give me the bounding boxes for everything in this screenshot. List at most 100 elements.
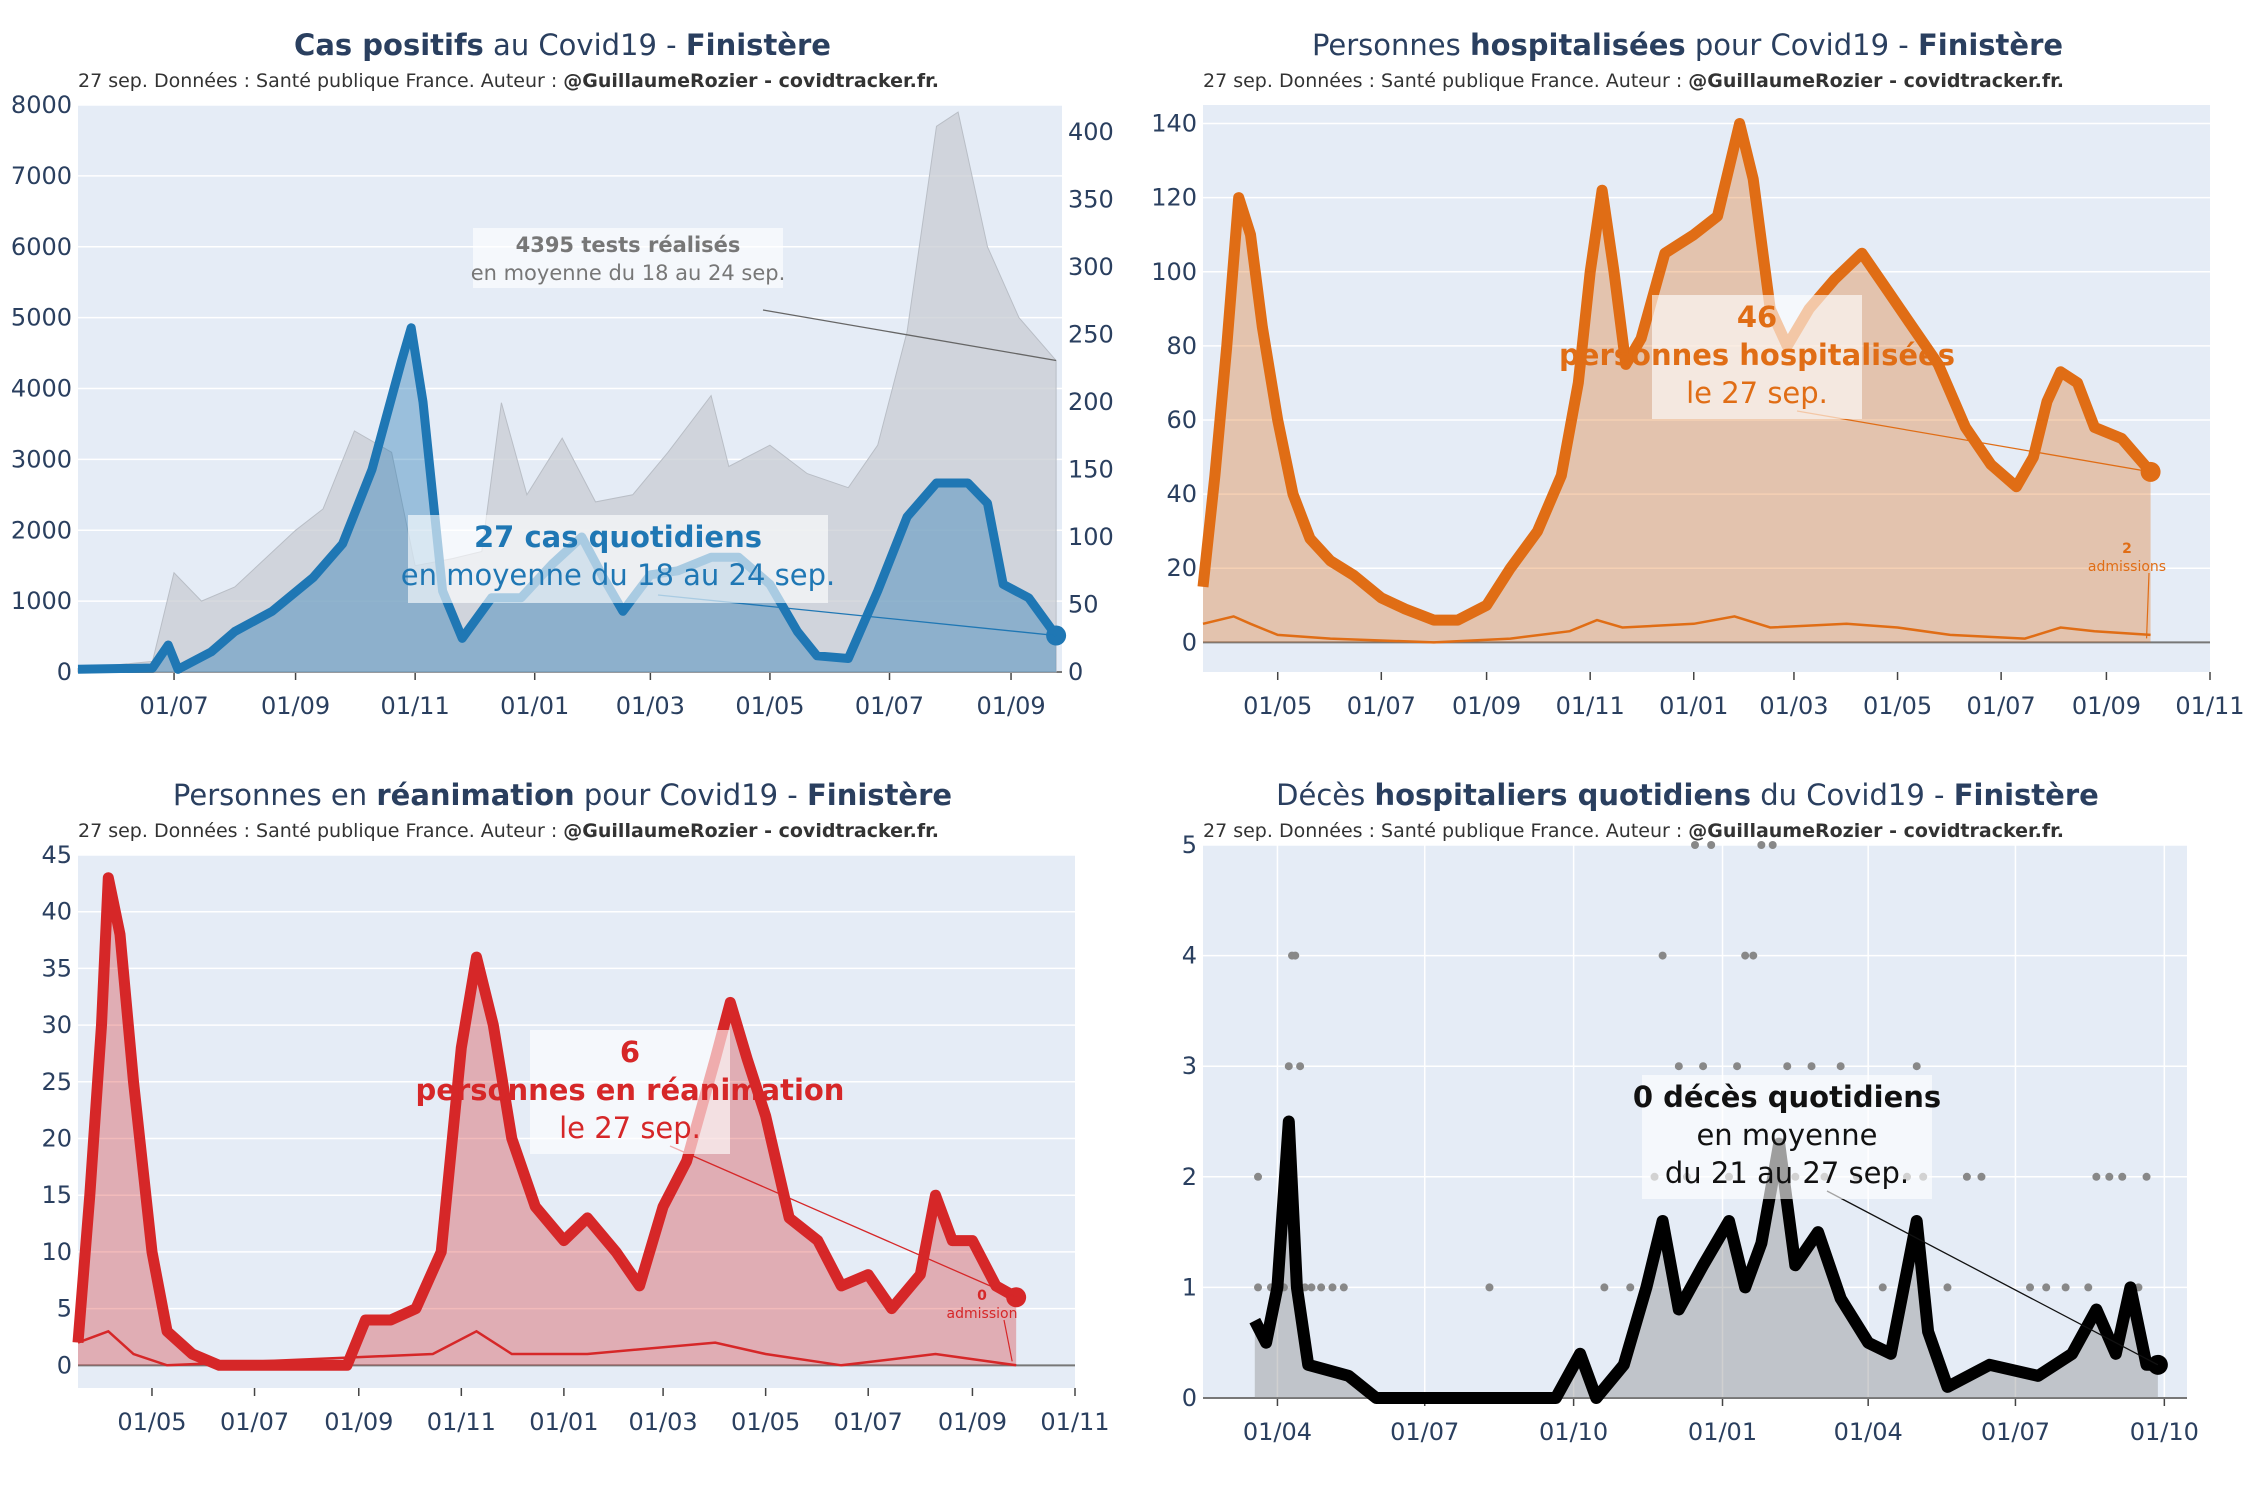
y-tick-label: 20 <box>41 1125 72 1153</box>
y-tick-label: 10 <box>41 1238 72 1266</box>
y-tick-label: 3000 <box>11 445 72 473</box>
series-line <box>1197 118 2155 626</box>
y-tick-label: 6000 <box>11 233 72 261</box>
annotation2-box <box>473 228 783 288</box>
scatter-point <box>1658 951 1667 960</box>
y-tick-label: 20 <box>1166 554 1197 582</box>
admissions-line <box>77 1329 1017 1367</box>
scatter-point <box>1733 1062 1742 1071</box>
series-line <box>72 872 1019 1371</box>
chart-svg: 0 1000 2000 3000 4000 5000 6000 7000 8000 0 50 100 1… <box>11 91 1114 720</box>
scatter-point <box>1328 1283 1337 1292</box>
y-tick-label: 2 <box>1182 1163 1197 1191</box>
scatter-point <box>1691 841 1699 849</box>
x-tick-label: 01/01 <box>529 1408 598 1436</box>
annotation2-arrow <box>2145 572 2150 639</box>
y2-tick-label: 200 <box>1068 388 1114 416</box>
scatter-point <box>1600 1283 1609 1292</box>
admissions-line <box>1202 615 2151 644</box>
annotation2-title: 4395 tests réalisés <box>516 233 741 257</box>
x-tick-label: 01/07 <box>1981 1418 2050 1446</box>
chart-panel-cas-positifs: Cas positifs au Covid19 - Finistère 27 s… <box>0 0 1125 750</box>
scatter-point <box>1674 1062 1683 1071</box>
scatter-point <box>2042 1283 2051 1292</box>
y-tick-label: 100 <box>1151 258 1197 286</box>
chart-panel-deces: Décès hospitaliers quotidiens du Covid19… <box>1125 750 2250 1500</box>
scatter-point <box>2084 1283 2093 1292</box>
chart-subtitle: 27 sep. Données : Santé publique France.… <box>1203 70 2065 92</box>
y2-tick-label: 250 <box>1068 321 1114 349</box>
scatter-point <box>1943 1283 1952 1292</box>
scatter-point <box>1284 1062 1293 1071</box>
x-tick-label: 01/07 <box>1390 1418 1459 1446</box>
x-tick-label: 01/05 <box>1863 692 1932 720</box>
y-tick-label: 1 <box>1182 1273 1197 1301</box>
scatter-point <box>1768 841 1777 849</box>
x-tick-label: 01/11 <box>2175 692 2244 720</box>
scatter-point <box>1254 1283 1263 1292</box>
x-tick-label: 01/03 <box>1759 692 1828 720</box>
annotation-title: 46 <box>1737 300 1777 334</box>
chart-subtitle: 27 sep. Données : Santé publique France.… <box>78 820 940 842</box>
x-tick-label: 01/07 <box>834 1408 903 1436</box>
x-tick-label: 01/01 <box>1659 692 1728 720</box>
x-tick-label: 01/10 <box>2130 1418 2199 1446</box>
x-tick-label: 01/05 <box>731 1408 800 1436</box>
y-tick-label: 30 <box>41 1011 72 1039</box>
series-area <box>78 327 1057 672</box>
y-tick-label: 0 <box>1182 628 1197 656</box>
scatter-point <box>1741 951 1750 960</box>
y2-tick-label: 300 <box>1068 253 1114 281</box>
annotation-box <box>530 1030 730 1154</box>
annotation2-title: 0 <box>977 1288 987 1304</box>
scatter-point <box>2026 1283 2035 1292</box>
chart-svg: 0 20 40 60 80 100 120 140 01/05 01/07 01/09 01/11 01… <box>1151 105 2245 720</box>
y-tick-label: 15 <box>41 1181 72 1209</box>
x-tick-label: 01/09 <box>324 1408 393 1436</box>
y-tick-label: 5000 <box>11 304 72 332</box>
scatter-point <box>1307 1283 1316 1292</box>
y-tick-label: 40 <box>1166 480 1197 508</box>
y-tick-label: 2000 <box>11 516 72 544</box>
scatter-point <box>2061 1283 2070 1292</box>
annotation-text: en moyenne du 18 au 24 sep. <box>401 558 835 592</box>
scatter-point <box>2118 1172 2127 1181</box>
annotation-arrow <box>1826 1190 2159 1366</box>
annotation2-text: admission <box>947 1306 1018 1322</box>
annotation-title: 27 cas quotidiens <box>474 520 762 554</box>
y2-tick-label: 100 <box>1068 523 1114 551</box>
scatter-point <box>1807 1062 1816 1071</box>
last-value-marker <box>2147 1354 2168 1375</box>
x-tick-label: 01/07 <box>139 692 208 720</box>
chart-subtitle: 27 sep. Données : Santé publique France.… <box>78 70 940 92</box>
annotation-box <box>1642 1075 1932 1199</box>
x-tick-label: 01/07 <box>1347 692 1416 720</box>
y-tick-label: 0 <box>57 1351 72 1379</box>
y-tick-label: 140 <box>1151 110 1197 138</box>
scatter-point <box>1707 841 1716 849</box>
x-tick-label: 01/09 <box>976 692 1045 720</box>
x-tick-label: 01/05 <box>117 1408 186 1436</box>
annotation2-arrow <box>1003 1319 1013 1362</box>
annotation2-title: 2 <box>2122 541 2132 557</box>
y-tick-label: 0 <box>1182 1384 1197 1412</box>
x-tick-label: 01/11 <box>381 692 450 720</box>
y2-tick-label: 150 <box>1068 456 1114 484</box>
x-tick-label: 01/09 <box>1452 692 1521 720</box>
chart-svg: 0 1 2 3 4 5 01/04 01/07 01/10 01/01 01/04 01/07 01/1… <box>1182 831 2199 1446</box>
x-tick-label: 01/10 <box>1539 1418 1608 1446</box>
y-tick-label: 35 <box>41 954 72 982</box>
annotation-text: le 27 sep. <box>559 1111 701 1145</box>
x-tick-label: 01/09 <box>938 1408 1007 1436</box>
annotation-text: du 21 au 27 sep. <box>1665 1156 1909 1190</box>
scatter-point <box>1254 1172 1263 1181</box>
chart-title: Cas positifs au Covid19 - Finistère <box>294 28 831 62</box>
x-tick-label: 01/03 <box>616 692 685 720</box>
series-area <box>1254 1121 2158 1398</box>
x-tick-label: 01/03 <box>629 1408 698 1436</box>
scatter-point <box>1757 841 1766 849</box>
annotation-arrow <box>1796 410 2151 473</box>
annotation-arrow <box>669 1145 1017 1298</box>
y2-tick-label: 400 <box>1068 118 1114 146</box>
chart-svg: 0 5 10 15 20 25 30 35 40 45 01/05 01/07 01/09 01/11 01… <box>41 841 1109 1436</box>
